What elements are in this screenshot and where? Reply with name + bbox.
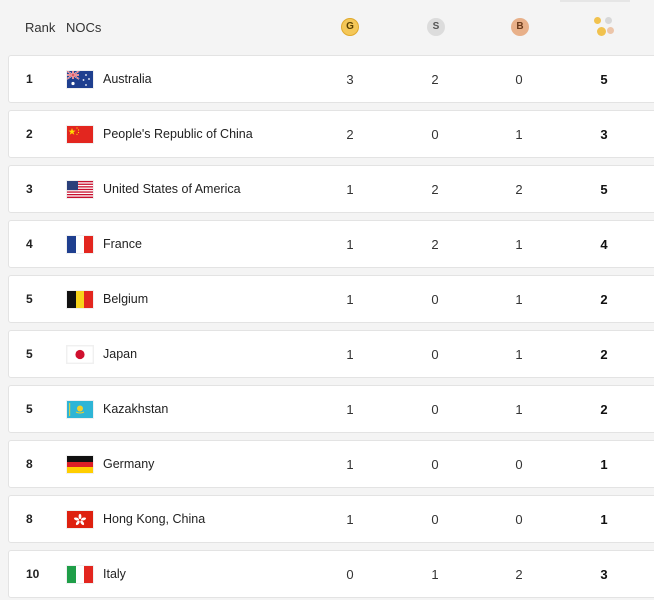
bronze-count: 2 [515,182,523,197]
total-count: 4 [600,237,608,252]
country-name[interactable]: Australia [103,72,152,86]
rank-cell: 1 [26,72,33,86]
table-header: Rank NOCs G S B [0,0,654,55]
table-row[interactable]: 3 United States of America 1 2 2 5 [8,165,654,213]
gold-medal-icon[interactable]: G [341,18,359,36]
belgium-flag-icon [67,291,93,308]
total-count: 2 [600,292,608,307]
bronze-count: 1 [515,402,523,417]
bronze-count: 1 [515,292,523,307]
silver-count: 2 [431,237,439,252]
total-count: 5 [600,72,608,87]
bronze-count: 1 [515,127,523,142]
kazakhstan-flag-icon [67,401,93,418]
france-flag-icon [67,236,93,253]
silver-count: 0 [431,402,439,417]
total-count: 2 [600,402,608,417]
bronze-count: 1 [515,347,523,362]
gold-count: 1 [346,512,354,527]
total-count: 1 [600,457,608,472]
rank-cell: 5 [26,347,33,361]
bronze-medal-icon[interactable]: B [511,18,529,36]
total-count: 3 [600,127,608,142]
top-divider [560,0,630,2]
table-row[interactable]: 5 Kazakhstan 1 0 1 2 [8,385,654,433]
japan-flag-icon [67,346,93,363]
germany-flag-icon [67,456,93,473]
gold-count: 1 [346,347,354,362]
gold-count: 1 [346,182,354,197]
total-count: 3 [600,567,608,582]
gold-count: 3 [346,72,354,87]
gold-count: 1 [346,292,354,307]
table-row[interactable]: 8 Hong Kong, China 1 0 0 1 [8,495,654,543]
bronze-count: 0 [515,512,523,527]
silver-count: 0 [431,512,439,527]
silver-medal-icon[interactable]: S [427,18,445,36]
rank-cell: 10 [26,567,40,581]
rank-cell: 2 [26,127,33,141]
country-name[interactable]: Kazakhstan [103,402,169,416]
total-count: 2 [600,347,608,362]
table-row[interactable]: 4 France 1 2 1 4 [8,220,654,268]
australia-flag-icon [67,71,93,88]
rank-cell: 8 [26,512,33,526]
country-name[interactable]: People's Republic of China [103,127,253,141]
italy-flag-icon [67,566,93,583]
bronze-count: 0 [515,72,523,87]
table-row[interactable]: 10 Italy 0 1 2 3 [8,550,654,598]
gold-count: 2 [346,127,354,142]
table-row[interactable]: 5 Japan 1 0 1 2 [8,330,654,378]
total-count: 5 [600,182,608,197]
silver-count: 0 [431,457,439,472]
bronze-count: 2 [515,567,523,582]
country-name[interactable]: Japan [103,347,138,361]
gold-count: 1 [346,402,354,417]
bronze-count: 1 [515,237,523,252]
hong-kong-flag-icon [67,511,93,528]
china-flag-icon [67,126,93,143]
usa-flag-icon [67,181,93,198]
silver-count: 1 [431,567,439,582]
country-name[interactable]: United States of America [103,182,241,196]
rank-cell: 5 [26,292,33,306]
country-name[interactable]: Germany [103,457,155,471]
silver-count: 2 [431,182,439,197]
country-name[interactable]: Hong Kong, China [103,512,206,526]
bronze-count: 0 [515,457,523,472]
silver-count: 0 [431,292,439,307]
silver-count: 0 [431,347,439,362]
rank-column-header[interactable]: Rank [25,20,56,35]
gold-count: 1 [346,237,354,252]
gold-count: 1 [346,457,354,472]
rank-cell: 3 [26,182,33,196]
rank-cell: 5 [26,402,33,416]
rank-cell: 4 [26,237,33,251]
gold-count: 0 [346,567,354,582]
country-name[interactable]: France [103,237,142,251]
silver-count: 0 [431,127,439,142]
country-name[interactable]: Belgium [103,292,149,306]
table-row[interactable]: 1 Australia 3 2 0 5 [8,55,654,103]
country-name[interactable]: Italy [103,567,126,581]
table-row[interactable]: 8 Germany 1 0 0 1 [8,440,654,488]
rank-cell: 8 [26,457,33,471]
total-count: 1 [600,512,608,527]
table-row[interactable]: 5 Belgium 1 0 1 2 [8,275,654,323]
silver-count: 2 [431,72,439,87]
noc-column-header[interactable]: NOCs [66,20,102,35]
total-medals-icon[interactable] [592,15,618,41]
table-row[interactable]: 2 People's Republic of China 2 0 1 3 [8,110,654,158]
